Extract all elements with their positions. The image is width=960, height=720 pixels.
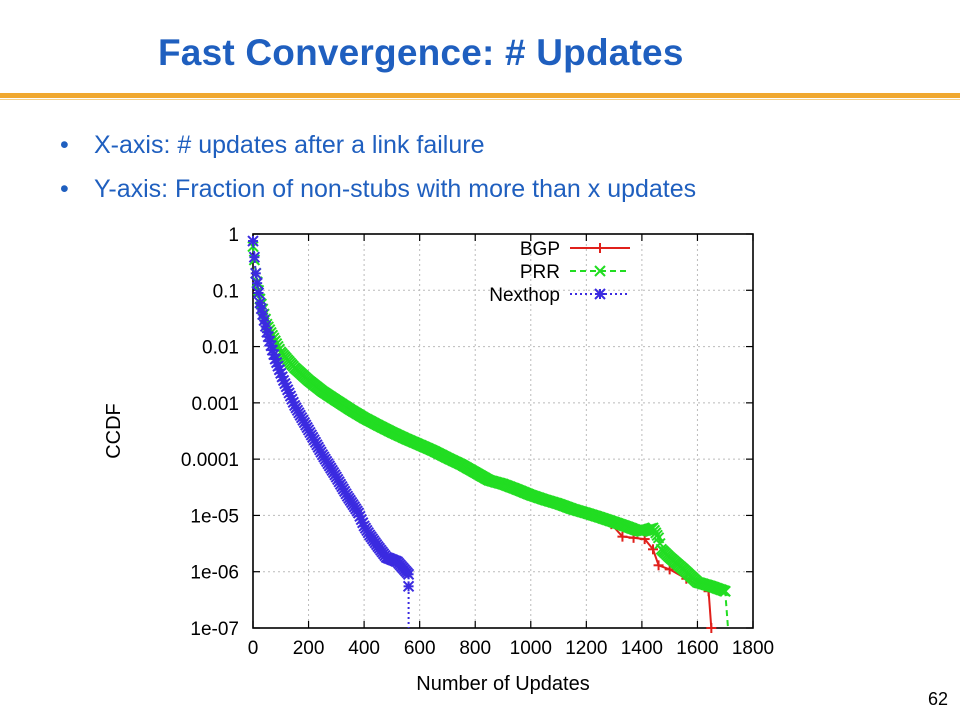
x-tick-label: 1400 xyxy=(621,638,663,659)
y-tick-label: 0.1 xyxy=(213,281,239,302)
plot-frame xyxy=(252,233,754,629)
legend-marker-prr xyxy=(594,265,606,277)
y-tick-label: 0.001 xyxy=(191,394,239,415)
y-tick-label: 1e-07 xyxy=(190,619,239,640)
y-tick-label: 1e-05 xyxy=(190,506,239,527)
data-point-nexthop xyxy=(402,580,415,593)
bullet-text-y-axis: Y-axis: Fraction of non-stubs with more … xyxy=(94,175,697,203)
data-point-bgp xyxy=(617,531,628,542)
y-tick-label: 0.0001 xyxy=(181,450,239,471)
legend-marker-bgp xyxy=(595,243,605,253)
data-point-prr xyxy=(719,585,731,597)
legend-marker-nexthop xyxy=(594,288,606,300)
legend-label-nexthop: Nexthop xyxy=(489,285,560,306)
bullet-item: • Y-axis: Fraction of non-stubs with more… xyxy=(60,171,696,215)
bullet-item: • X-axis: # updates after a link failure xyxy=(60,127,696,171)
x-axis-label: Number of Updates xyxy=(416,673,589,695)
y-tick-label: 1 xyxy=(228,225,239,246)
bullet-dot: • xyxy=(60,175,69,203)
data-point-nexthop xyxy=(248,251,261,263)
slide-title: Fast Convergence: # Updates xyxy=(158,32,684,73)
data-point-bgp xyxy=(648,544,658,555)
x-tick-label: 1800 xyxy=(732,638,774,659)
data-point-nexthop xyxy=(247,235,259,247)
y-tick-label: 1e-06 xyxy=(190,563,239,584)
bullet-text-x-axis: X-axis: # updates after a link failure xyxy=(94,131,485,159)
bullet-dot: • xyxy=(60,131,69,159)
x-tick-label: 600 xyxy=(404,638,436,659)
page-number: 62 xyxy=(927,689,948,709)
ccdf-chart: 0 200 400 600 800 1000 1200 1400 1600 1800 1 0.1 0.0… xyxy=(103,225,774,695)
x-tick-label: 800 xyxy=(459,638,491,659)
x-tick-label: 1000 xyxy=(510,638,552,659)
x-tick-label: 1200 xyxy=(565,638,607,659)
legend-label-bgp: BGP xyxy=(520,239,560,260)
x-tick-label: 400 xyxy=(348,638,380,659)
x-tick-label: 200 xyxy=(293,638,325,659)
data-point-nexthop xyxy=(252,287,265,299)
x-tick-label: 0 xyxy=(248,638,259,659)
data-point-nexthop xyxy=(250,267,262,280)
data-point-bgp xyxy=(706,623,717,633)
y-tick-label: 0.01 xyxy=(202,338,239,359)
legend-label-prr: PRR xyxy=(520,262,560,283)
data-point-bgp xyxy=(653,560,664,571)
y-axis-label: CCDF xyxy=(103,403,125,459)
data-point-nexthop xyxy=(402,568,415,580)
data-point-nexthop xyxy=(251,277,263,289)
title-divider xyxy=(0,93,960,98)
bullet-list: • X-axis: # updates after a link failure … xyxy=(60,127,696,215)
x-tick-label: 1600 xyxy=(676,638,718,659)
title-divider-shadow xyxy=(0,99,960,100)
